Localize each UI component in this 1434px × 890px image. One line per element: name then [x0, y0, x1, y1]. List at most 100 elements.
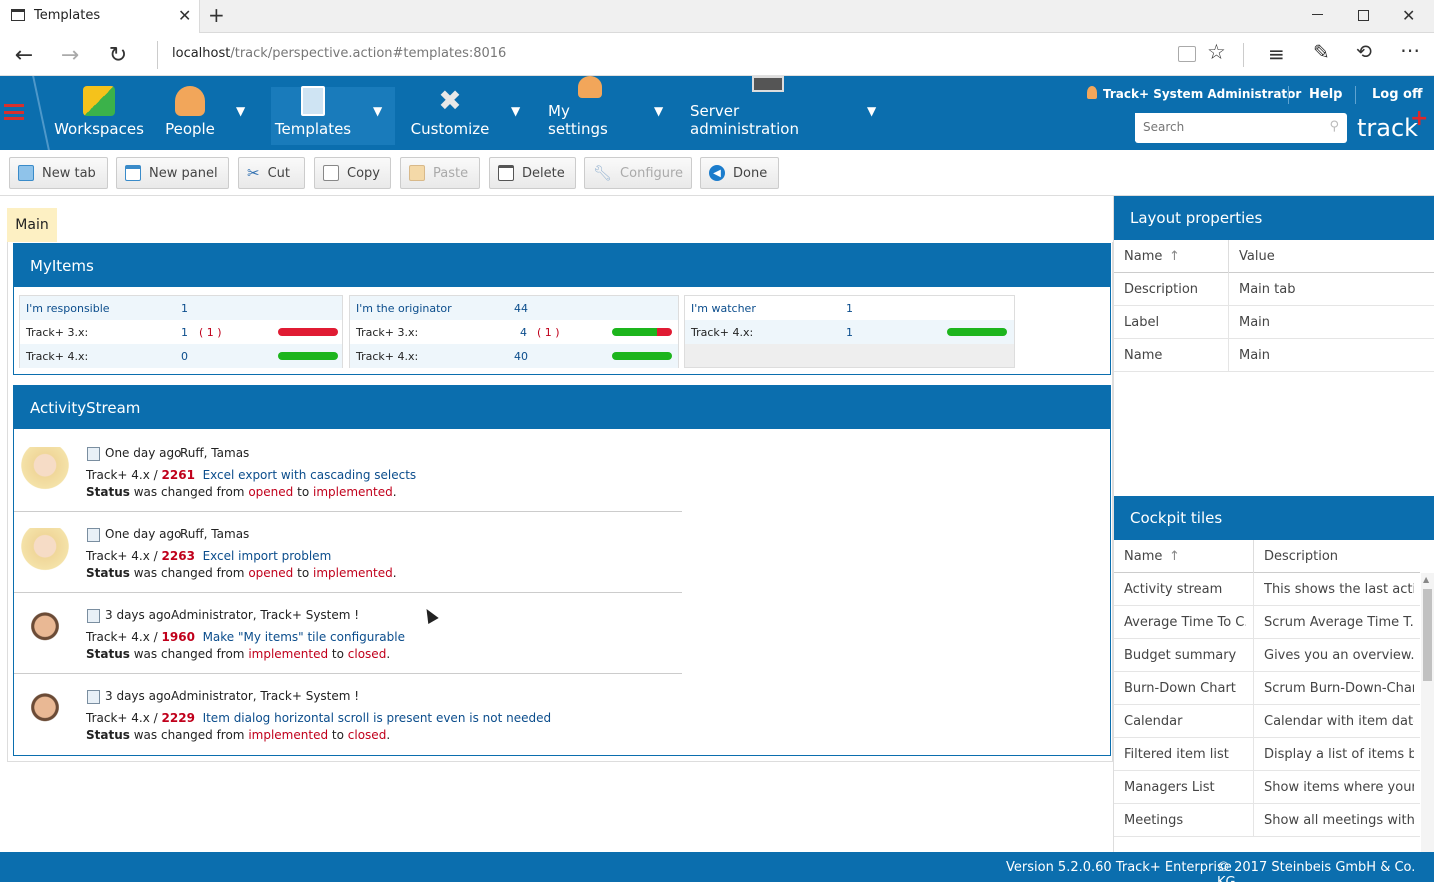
property-row[interactable]: Description Main tab [1114, 273, 1434, 306]
hub-icon[interactable]: ≡ [1268, 42, 1285, 66]
favorite-star-icon[interactable]: ☆ [1207, 40, 1226, 64]
forward-icon[interactable]: → [60, 42, 80, 68]
stat-value[interactable]: 40 [514, 349, 528, 363]
close-window-icon[interactable]: ✕ [1402, 6, 1416, 25]
maximize-icon[interactable] [1358, 10, 1369, 21]
sort-asc-icon[interactable]: ↑ [1169, 249, 1180, 264]
item-title-link[interactable]: Excel export with cascading selects [202, 468, 417, 482]
nav-my-settings[interactable]: My settings [548, 76, 632, 146]
delete-icon [498, 165, 514, 181]
refresh-icon[interactable]: ↻ [108, 42, 128, 68]
stat-row[interactable]: I'm the originator 44 [350, 296, 678, 320]
menu-hamburger-icon[interactable] [4, 104, 24, 120]
property-value[interactable]: Main tab [1239, 282, 1296, 297]
sort-asc-icon[interactable]: ↑ [1169, 549, 1180, 564]
nav-server-administration[interactable]: Server administration [690, 76, 846, 146]
url-field[interactable]: localhost/track/perspective.action#templ… [157, 41, 1137, 69]
stat-label: Track+ 3.x: [26, 325, 89, 339]
my-settings-dropdown-icon[interactable]: ▼ [654, 104, 664, 118]
configure-button[interactable]: 🔧︎ Configure [584, 157, 692, 189]
reading-view-icon[interactable] [1178, 46, 1196, 62]
new-tab-icon[interactable]: + [208, 3, 225, 27]
stat-row[interactable]: Track+ 4.x: 40 [350, 344, 678, 368]
column-header-name[interactable]: Name [1124, 549, 1163, 564]
search-input[interactable] [1135, 113, 1315, 141]
stat-value[interactable]: 44 [514, 301, 528, 315]
activity-status-line: Status was changed from opened to implem… [86, 566, 397, 580]
cockpit-tile-row[interactable]: Burn-Down Chart Scrum Burn-Down-Chart [1114, 672, 1420, 705]
browser-tab[interactable]: Templates ✕ [0, 0, 200, 33]
stat-row[interactable]: I'm responsible 1 [20, 296, 342, 320]
item-title-link[interactable]: Make "My items" tile configurable [202, 630, 405, 644]
activity-item-line: Track+ 4.x / 2261 Excel export with casc… [86, 468, 416, 482]
stat-label[interactable]: I'm responsible [26, 301, 110, 315]
main-tab[interactable]: Main [7, 208, 57, 242]
cockpit-tile-row[interactable]: Budget summary Gives you an overview... [1114, 639, 1420, 672]
item-title-link[interactable]: Excel import problem [202, 549, 332, 563]
search-box[interactable]: ⚲ [1135, 113, 1347, 143]
stat-value[interactable]: 1 [181, 325, 188, 339]
stat-value[interactable]: 1 [181, 301, 188, 315]
scrollbar-track[interactable]: ▲ [1421, 573, 1434, 852]
copy-button[interactable]: Copy [314, 157, 391, 189]
stat-row[interactable]: Track+ 3.x: 4 ( 1 ) [350, 320, 678, 344]
item-id[interactable]: 2263 [161, 549, 195, 563]
item-id[interactable]: 2261 [161, 468, 195, 482]
minimize-icon[interactable] [1312, 14, 1323, 15]
back-icon[interactable]: ← [14, 42, 34, 68]
nav-customize[interactable]: ✖ Customize [410, 76, 490, 146]
stat-row[interactable]: I'm watcher 1 [685, 296, 1014, 320]
nav-people[interactable]: People [160, 76, 220, 146]
stat-row[interactable]: Track+ 4.x: 0 [20, 344, 342, 368]
property-row[interactable]: Label Main [1114, 306, 1434, 339]
cockpit-tile-row[interactable]: Meetings Show all meetings with... [1114, 804, 1420, 837]
people-dropdown-icon[interactable]: ▼ [236, 104, 246, 118]
stat-row[interactable]: Track+ 4.x: 1 [685, 320, 1014, 344]
column-header-value[interactable]: Value [1239, 249, 1275, 264]
stat-label[interactable]: I'm the originator [356, 301, 452, 315]
cut-button[interactable]: ✂ Cut [238, 157, 305, 189]
stat-label[interactable]: I'm watcher [691, 301, 756, 315]
stat-value[interactable]: 1 [846, 301, 853, 315]
progress-bar [278, 328, 338, 336]
stat-overdue[interactable]: ( 1 ) [199, 325, 222, 339]
done-button[interactable]: ◀ Done [700, 157, 779, 189]
property-value[interactable]: Main [1239, 315, 1271, 330]
scrollbar-thumb[interactable] [1423, 589, 1432, 681]
cockpit-tile-row[interactable]: Managers List Show items where your... [1114, 771, 1420, 804]
help-link[interactable]: Help [1309, 87, 1343, 102]
cockpit-tile-row[interactable]: Filtered item list Display a list of item… [1114, 738, 1420, 771]
server-admin-dropdown-icon[interactable]: ▼ [867, 104, 877, 118]
nav-workspaces[interactable]: Workspaces [54, 76, 144, 146]
more-icon[interactable]: ⋯ [1400, 38, 1420, 62]
cockpit-tile-row[interactable]: Average Time To C... Scrum Average Time T… [1114, 606, 1420, 639]
stat-value[interactable]: 1 [846, 325, 853, 339]
item-id[interactable]: 1960 [161, 630, 195, 644]
new-tab-button[interactable]: New tab [9, 157, 108, 189]
stat-value[interactable]: 0 [181, 349, 188, 363]
current-user[interactable]: Track+ System Administrator [1103, 87, 1302, 101]
paste-button[interactable]: Paste [400, 157, 480, 189]
stat-row[interactable]: Track+ 3.x: 1 ( 1 ) [20, 320, 342, 344]
column-header-description[interactable]: Description [1264, 549, 1339, 564]
property-value[interactable]: Main [1239, 348, 1271, 363]
new-panel-button[interactable]: New panel [116, 157, 229, 189]
logoff-link[interactable]: Log off [1372, 87, 1423, 102]
share-icon[interactable]: ⟲ [1356, 41, 1372, 63]
stat-overdue[interactable]: ( 1 ) [537, 325, 560, 339]
item-title-link[interactable]: Item dialog horizontal scroll is present… [202, 711, 552, 725]
scroll-up-icon[interactable]: ▲ [1423, 575, 1430, 584]
cockpit-tile-row[interactable]: Activity stream This shows the last acti.… [1114, 573, 1420, 606]
property-row[interactable]: Name Main [1114, 339, 1434, 372]
customize-dropdown-icon[interactable]: ▼ [511, 104, 521, 118]
web-note-icon[interactable]: ✎ [1313, 40, 1330, 64]
delete-button[interactable]: Delete [489, 157, 576, 189]
item-id[interactable]: 2229 [161, 711, 195, 725]
column-header-name[interactable]: Name [1124, 249, 1163, 264]
nav-templates[interactable]: Templates [271, 76, 355, 146]
search-icon[interactable]: ⚲ [1329, 119, 1339, 134]
stat-value[interactable]: 4 [520, 325, 527, 339]
templates-dropdown-icon[interactable]: ▼ [373, 104, 383, 118]
close-tab-icon[interactable]: ✕ [178, 6, 192, 25]
cockpit-tile-row[interactable]: Calendar Calendar with item dates [1114, 705, 1420, 738]
